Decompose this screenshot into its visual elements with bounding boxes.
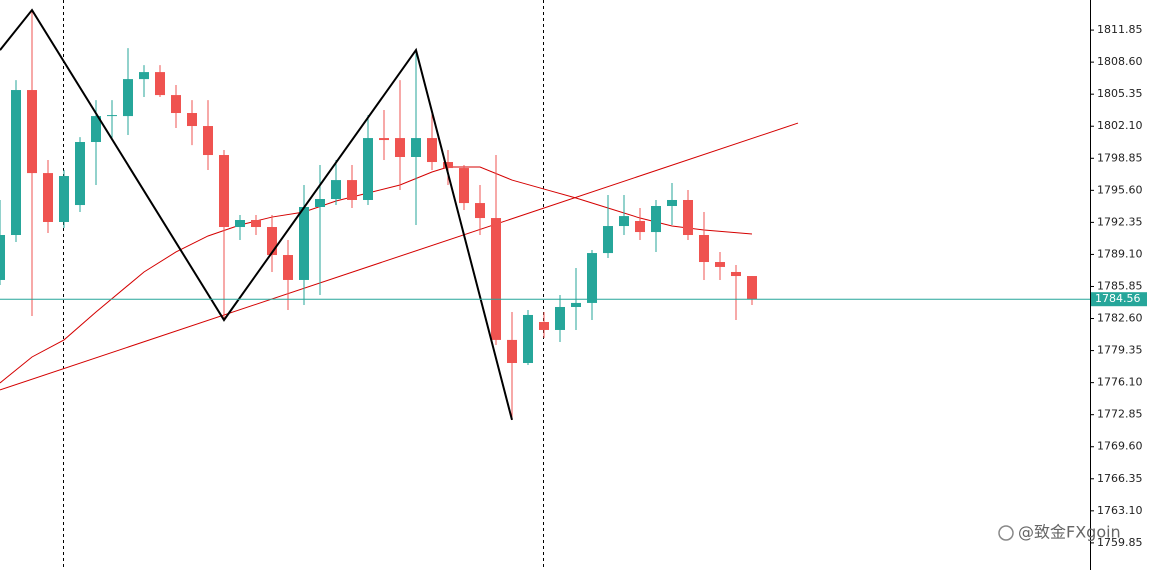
candle-body — [0, 235, 5, 280]
candle-body — [91, 116, 101, 143]
candle-body — [107, 115, 117, 117]
candle-body — [75, 142, 85, 206]
candle-body — [43, 173, 53, 222]
watermark-icon — [998, 525, 1014, 541]
candle-body — [235, 220, 245, 228]
candle-body — [315, 199, 325, 207]
current-price-label: 1784.56 — [1095, 292, 1141, 305]
candle-body — [203, 126, 213, 156]
trend-line — [0, 122, 799, 391]
current-price-box — [1091, 292, 1147, 307]
candle-body — [155, 72, 165, 96]
candle-body — [651, 206, 661, 233]
y-tick-label: 1776.10 — [1097, 376, 1143, 389]
candle-body — [363, 138, 373, 200]
candle-body — [539, 321, 549, 330]
candle-body — [59, 176, 69, 222]
y-tick-label: 1769.60 — [1097, 440, 1143, 453]
candle-body — [411, 138, 421, 157]
candle-body — [731, 271, 741, 277]
y-tick-label: 1811.85 — [1097, 23, 1143, 36]
y-tick-label: 1785.85 — [1097, 279, 1143, 292]
candle-body — [667, 199, 677, 207]
candle-body — [603, 226, 613, 254]
candle-body — [619, 216, 629, 227]
candle-body — [571, 302, 581, 307]
candle-body — [523, 314, 533, 364]
candle-body — [443, 162, 453, 169]
candle-body — [251, 220, 261, 228]
candle-body — [699, 235, 709, 263]
candle-body — [331, 180, 341, 200]
candle-body — [219, 155, 229, 228]
y-tick-label: 1766.35 — [1097, 472, 1143, 485]
candle-body — [11, 90, 21, 236]
y-tick-label: 1779.35 — [1097, 344, 1143, 357]
candle-body — [459, 168, 469, 204]
candle-body — [27, 90, 37, 174]
y-tick-label: 1759.85 — [1097, 536, 1143, 549]
moving-average — [0, 166, 753, 384]
candle-body — [347, 180, 357, 200]
candle-body — [283, 255, 293, 280]
zigzag-line — [0, 8, 513, 421]
y-tick-label: 1763.10 — [1097, 504, 1143, 517]
candle-body — [267, 227, 277, 256]
candle-body — [187, 113, 197, 127]
y-tick-label: 1805.35 — [1097, 87, 1143, 100]
y-tick-label: 1795.60 — [1097, 183, 1143, 196]
candle-body — [635, 220, 645, 233]
candle-body — [715, 262, 725, 267]
candle-body — [555, 306, 565, 330]
candle-body — [395, 138, 405, 157]
candle-body — [123, 79, 133, 117]
candle-body — [379, 138, 389, 141]
candle-body — [683, 199, 693, 236]
candle-body — [587, 253, 597, 303]
watermark-text: @致金FXgoin — [1018, 523, 1121, 542]
y-tick-label: 1782.60 — [1097, 312, 1143, 325]
y-tick-label: 1798.85 — [1097, 151, 1143, 164]
watermark: @致金FXgoin — [998, 523, 1121, 542]
candle-body — [491, 218, 501, 340]
y-tick-label: 1802.10 — [1097, 119, 1143, 132]
y-tick-label: 1772.85 — [1097, 408, 1143, 421]
candle-body — [299, 206, 309, 280]
candle-body — [139, 72, 149, 80]
y-tick-label: 1792.35 — [1097, 215, 1143, 228]
candle-body — [747, 276, 757, 300]
candle-body — [507, 339, 517, 364]
candle-body — [171, 95, 181, 114]
y-tick-label: 1808.60 — [1097, 55, 1143, 68]
candle-body — [475, 203, 485, 219]
candle-body — [427, 138, 437, 163]
y-tick-label: 1789.10 — [1097, 247, 1143, 260]
